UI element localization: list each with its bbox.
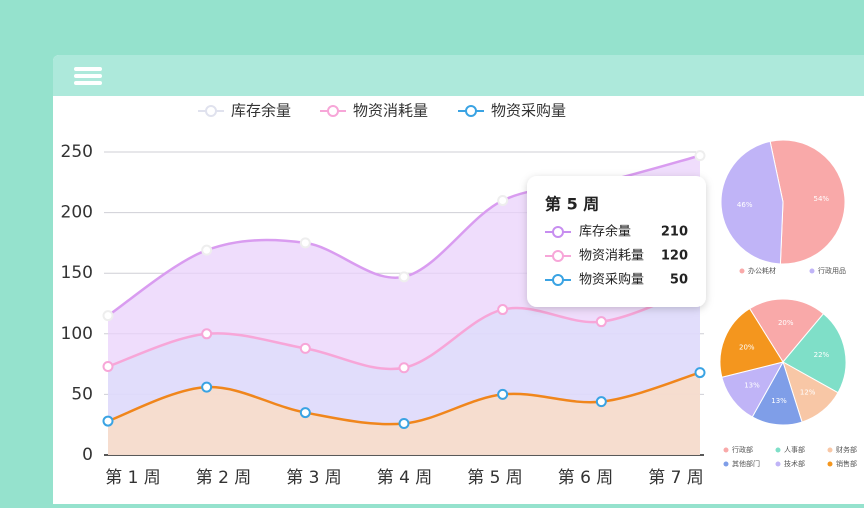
point bbox=[102, 361, 114, 373]
tooltip-marker bbox=[552, 274, 564, 286]
point bbox=[299, 407, 311, 419]
pie-slice bbox=[748, 298, 825, 363]
tooltip-title: 第 5 周 bbox=[545, 195, 599, 214]
y-tick-label: 0 bbox=[82, 445, 93, 465]
pie-value-label: 54% bbox=[814, 195, 830, 203]
point bbox=[497, 194, 509, 206]
tooltip-value: 50 bbox=[670, 273, 688, 288]
legend-label: 行政用品 bbox=[818, 266, 846, 275]
pie-slice bbox=[769, 139, 846, 265]
pie-charts: 54% 46% 办公耗材 行政用品 20% 22% 12% 13% 13% 20% 行政部 人事部 财务… bbox=[719, 139, 857, 468]
legend-dot bbox=[827, 461, 833, 467]
area bbox=[108, 372, 700, 455]
tooltip-label: 物资采购量 bbox=[579, 272, 644, 288]
point bbox=[595, 316, 607, 328]
legend-label: 物资消耗量 bbox=[353, 102, 428, 120]
x-tick-label: 第 6 周 bbox=[558, 468, 614, 488]
point bbox=[398, 271, 410, 283]
legend-dot bbox=[809, 268, 815, 274]
point bbox=[299, 342, 311, 354]
legend-label: 其他部门 bbox=[732, 459, 760, 468]
legend-dot bbox=[775, 447, 781, 453]
pie-value-label: 22% bbox=[814, 351, 830, 359]
y-tick-label: 100 bbox=[61, 324, 93, 344]
legend-marker bbox=[465, 105, 477, 117]
point bbox=[201, 328, 213, 340]
legend-marker bbox=[327, 105, 339, 117]
legend-dot bbox=[827, 447, 833, 453]
legend-label: 库存余量 bbox=[231, 102, 291, 120]
legend-label: 物资采购量 bbox=[491, 102, 566, 120]
point bbox=[497, 304, 509, 316]
pie-slice bbox=[719, 307, 784, 378]
legend-label: 办公耗材 bbox=[748, 266, 776, 275]
legend-marker bbox=[205, 105, 217, 117]
point bbox=[299, 237, 311, 249]
pie-value-label: 46% bbox=[737, 201, 753, 209]
pie-slice bbox=[782, 313, 847, 394]
point bbox=[201, 244, 213, 256]
y-tick-label: 150 bbox=[61, 263, 93, 283]
legend-dot bbox=[723, 447, 729, 453]
legend-label: 销售部 bbox=[836, 459, 857, 468]
tooltip-value: 210 bbox=[661, 225, 688, 240]
pie-value-label: 13% bbox=[771, 397, 787, 405]
x-tick-label: 第 4 周 bbox=[377, 468, 433, 488]
y-tick-label: 200 bbox=[61, 203, 93, 223]
point bbox=[102, 415, 114, 427]
tooltip-value: 120 bbox=[661, 249, 688, 264]
legend-label: 人事部 bbox=[784, 445, 805, 454]
y-tick-label: 250 bbox=[61, 142, 93, 162]
legend-label: 技术部 bbox=[784, 459, 805, 468]
pie-value-label: 12% bbox=[800, 388, 816, 396]
x-tick-label: 第 7 周 bbox=[648, 468, 704, 488]
point bbox=[694, 150, 706, 162]
x-tick-label: 第 3 周 bbox=[286, 468, 342, 488]
x-tick-label: 第 2 周 bbox=[196, 468, 252, 488]
point bbox=[497, 388, 509, 400]
legend-dot bbox=[775, 461, 781, 467]
point bbox=[398, 362, 410, 374]
header-bar bbox=[53, 55, 864, 96]
menu-icon[interactable] bbox=[74, 67, 102, 85]
point bbox=[694, 367, 706, 379]
legend-label: 财务部 bbox=[836, 445, 857, 454]
tooltip-label: 库存余量 bbox=[579, 224, 631, 240]
legend-dot bbox=[723, 461, 729, 467]
x-tick-label: 第 5 周 bbox=[467, 468, 523, 488]
x-tick-label: 第 1 周 bbox=[105, 468, 161, 488]
tooltip-marker bbox=[552, 226, 564, 238]
pie-value-label: 20% bbox=[739, 343, 755, 351]
legend-dot bbox=[739, 268, 745, 274]
tooltip-marker bbox=[552, 250, 564, 262]
pie-value-label: 13% bbox=[744, 382, 760, 390]
legend-label: 行政部 bbox=[732, 445, 753, 454]
y-tick-label: 50 bbox=[71, 384, 93, 404]
tooltip-label: 物资消耗量 bbox=[579, 249, 644, 264]
point bbox=[201, 381, 213, 393]
pie-slice bbox=[720, 140, 784, 265]
point bbox=[595, 396, 607, 408]
point bbox=[398, 417, 410, 429]
tooltip: 库存余量 210 物资消耗量 120 物资采购量 50 第 5 周 bbox=[527, 176, 706, 307]
pie-value-label: 20% bbox=[778, 319, 794, 327]
point bbox=[102, 310, 114, 322]
